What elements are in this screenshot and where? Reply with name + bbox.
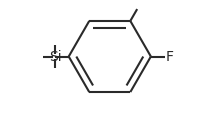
Text: F: F [165,50,173,64]
Text: Si: Si [49,50,61,64]
